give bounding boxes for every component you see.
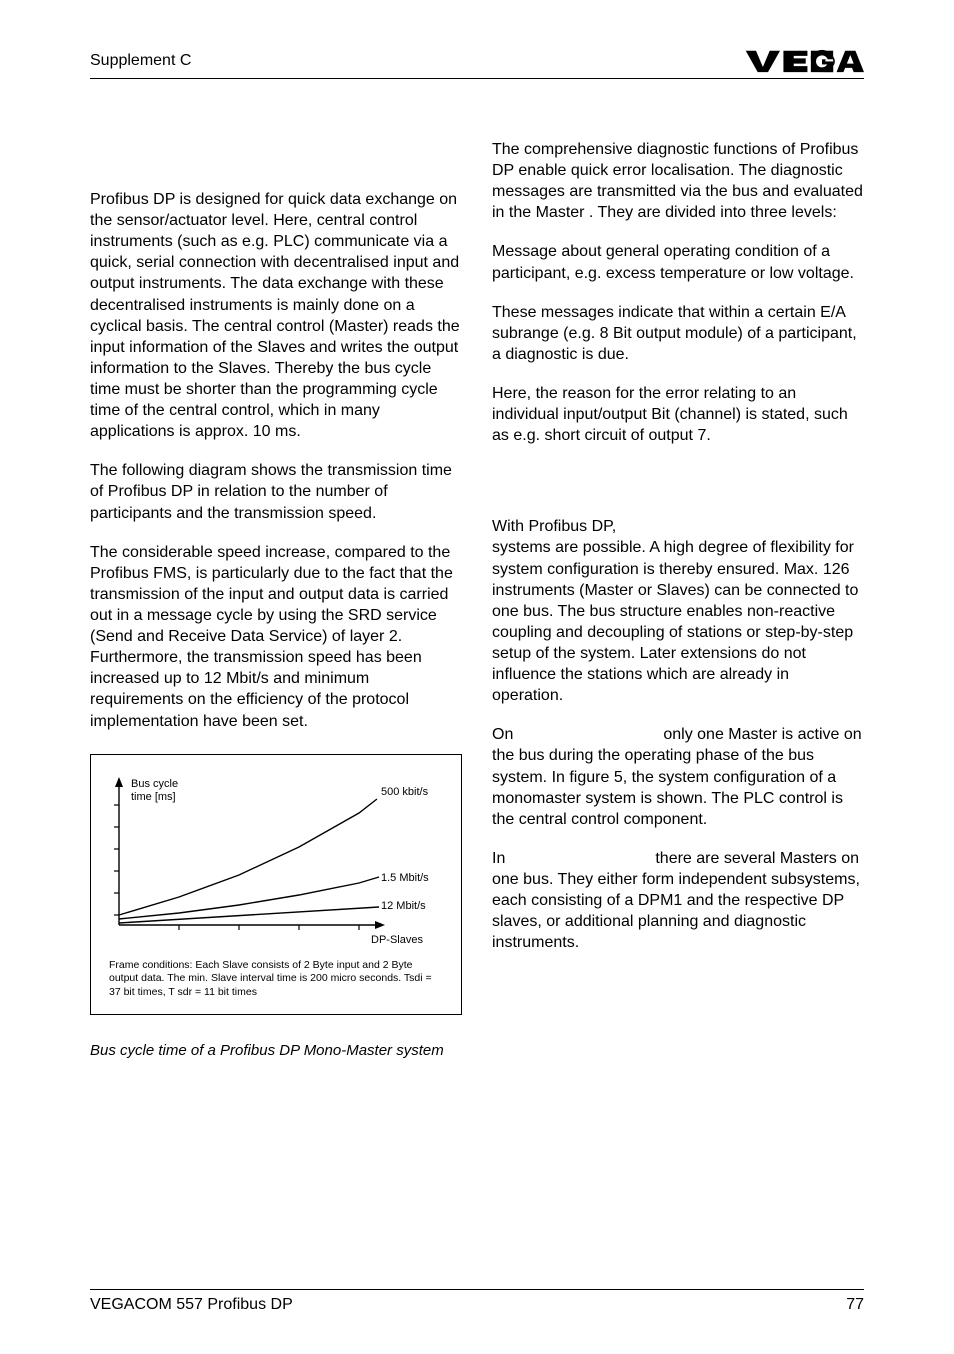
page-footer: VEGACOM 557 Profibus DP 77 [90,1289,864,1314]
svg-text:time [ms]: time [ms] [131,791,176,803]
chart-svg: Bus cycletime [ms] DP-Slaves 500 kbit/s 1.5… [109,775,439,945]
header-title: Supplement C [90,52,191,70]
content-columns: Profibus DP is designed for quick data e… [90,139,864,1060]
right-column: The comprehensive diagnostic functions o… [492,139,864,1060]
right-p5b: systems are possible. A high degree of f… [492,539,858,704]
svg-text:Bus cycle: Bus cycle [131,778,178,790]
right-p4: Here, the reason for the error relating … [492,383,864,446]
right-p7: Inthere are several Masters on one bus. … [492,848,864,954]
footer-left: VEGACOM 557 Profibus DP [90,1296,293,1314]
right-p2: Message about general operating conditio… [492,241,864,283]
left-p3: The considerable speed increase, compare… [90,542,462,732]
left-column: Profibus DP is designed for quick data e… [90,139,462,1060]
right-p1: The comprehensive diagnostic functions o… [492,139,864,223]
right-p6b: only one Master is active on the bus dur… [492,726,862,827]
svg-text:DP-Slaves: DP-Slaves [371,934,423,945]
svg-text:1.5 Mbit/s: 1.5 Mbit/s [381,872,429,884]
right-p5a: With Profibus DP, [492,518,616,535]
right-p7a: In [492,850,505,867]
right-p3: These messages indicate that within a ce… [492,302,864,365]
right-p6a: On [492,726,513,743]
left-p1: Profibus DP is designed for quick data e… [90,189,462,442]
chart-caption: Bus cycle time of a Profibus DP Mono-Mas… [90,1041,462,1061]
vega-logo [744,48,864,74]
svg-text:500 kbit/s: 500 kbit/s [381,786,429,798]
right-p6: Ononly one Master is active on the bus d… [492,724,864,830]
page-header: Supplement C [90,48,864,79]
right-p5: With Profibus DP, systems are possible. … [492,516,864,706]
footer-page-number: 77 [846,1296,864,1314]
right-p7b: there are several Masters on one bus. Th… [492,850,860,951]
chart-frame-conditions: Frame conditions: Each Slave consists of… [109,959,443,1000]
bus-cycle-chart: Bus cycletime [ms] DP-Slaves 500 kbit/s 1.5… [90,754,462,1015]
left-p2: The following diagram shows the transmis… [90,460,462,523]
svg-text:12 Mbit/s: 12 Mbit/s [381,900,426,912]
